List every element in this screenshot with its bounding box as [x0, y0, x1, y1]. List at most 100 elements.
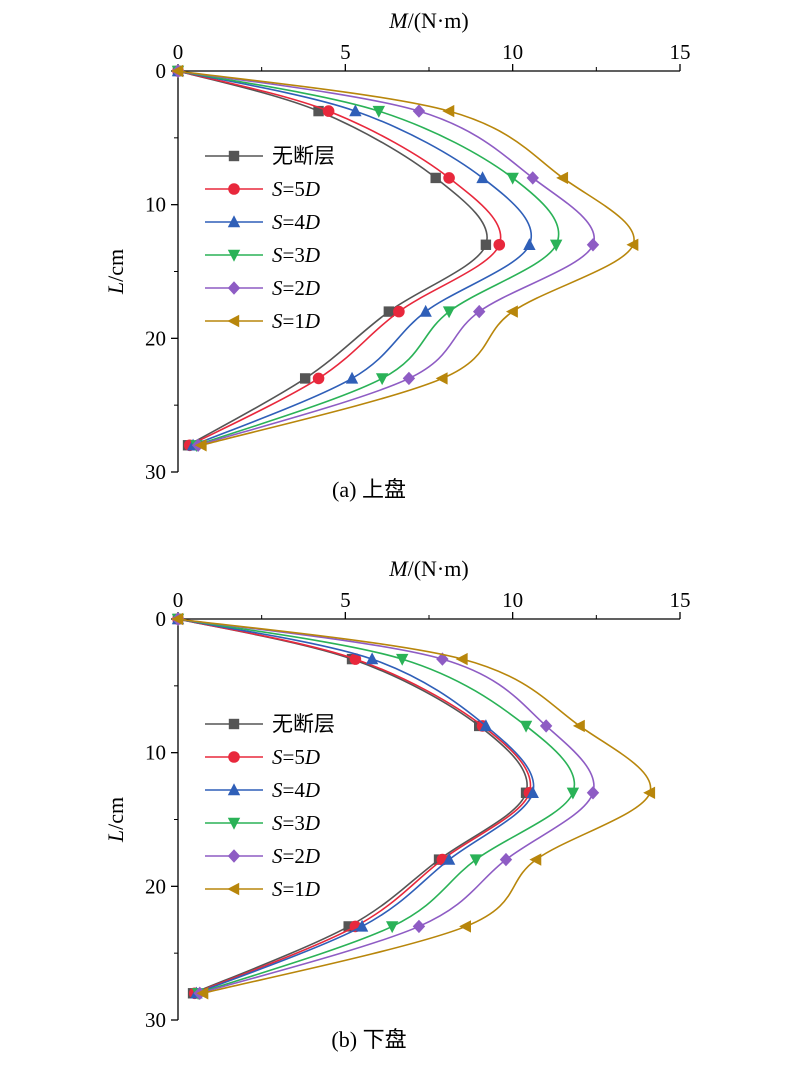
- legend-marker: [227, 215, 241, 228]
- data-point: [526, 786, 539, 798]
- legend-label: 无断层: [272, 144, 335, 168]
- x-tick-label: 0: [173, 588, 184, 612]
- legend: 无断层 S=5D S=4D S=3D S=2D S=1D: [205, 712, 335, 901]
- y-tick-label: 30: [145, 1008, 166, 1032]
- data-point: [419, 304, 432, 317]
- x-axis-title: M/(N·m): [388, 8, 468, 33]
- data-point: [643, 786, 656, 799]
- y-tick-label: 0: [156, 607, 167, 631]
- legend-entry: S=2D: [205, 844, 320, 868]
- data-point: [171, 64, 184, 78]
- legend-label: S=3D: [272, 243, 320, 267]
- data-point: [312, 372, 325, 385]
- y-axis-title-group: L/cm: [103, 797, 128, 843]
- y-tick-label: 10: [145, 741, 166, 765]
- legend-label: S=1D: [272, 309, 320, 333]
- legend-entry: S=5D: [205, 745, 320, 769]
- y-tick-label: 20: [145, 326, 166, 350]
- legend-entry: 无断层: [205, 144, 335, 168]
- series-line: [177, 618, 528, 995]
- y-axis-title: L/cm: [103, 797, 128, 843]
- y-tick-label: 20: [145, 874, 166, 898]
- x-tick-label: 0: [173, 40, 184, 64]
- x-tick-label: 5: [340, 40, 351, 64]
- legend-label: 无断层: [272, 712, 335, 736]
- legend-label: S=5D: [272, 745, 320, 769]
- data-point: [459, 920, 472, 933]
- legend-marker: [227, 817, 241, 830]
- series-line: [177, 618, 652, 995]
- legend-marker: [227, 783, 241, 796]
- data-point: [586, 786, 600, 800]
- data-point: [194, 439, 207, 452]
- series-5: [171, 64, 639, 452]
- data-point: [393, 305, 405, 318]
- legend-marker: [228, 718, 240, 730]
- series-line: [177, 618, 576, 995]
- data-point: [443, 172, 455, 184]
- legend-entry: S=3D: [205, 243, 320, 267]
- x-tick-label: 15: [670, 40, 691, 64]
- y-tick-label: 0: [156, 59, 167, 83]
- series-line: [177, 70, 635, 447]
- series-1: [172, 65, 506, 452]
- data-point: [572, 719, 585, 733]
- data-point: [372, 105, 385, 118]
- series-line: [177, 70, 596, 447]
- legend-entry: S=2D: [205, 276, 320, 300]
- series-0: [172, 65, 492, 451]
- data-point: [412, 919, 426, 934]
- legend-marker: [227, 314, 240, 328]
- data-point: [322, 105, 335, 117]
- data-point: [430, 172, 441, 184]
- y-axis-title: L/cm: [103, 249, 128, 295]
- data-point: [343, 921, 354, 932]
- x-tick-label: 10: [502, 40, 523, 64]
- legend-entry: S=3D: [205, 811, 320, 835]
- legend-entry: S=1D: [205, 877, 320, 901]
- data-point: [566, 787, 580, 800]
- legend-label: S=2D: [272, 276, 320, 300]
- panel-caption: (a) 上盘: [332, 477, 406, 502]
- data-point: [442, 306, 456, 319]
- series-5: [171, 612, 656, 1000]
- data-point: [402, 371, 416, 386]
- x-tick-label: 5: [340, 588, 351, 612]
- data-point: [473, 304, 486, 319]
- legend-marker: [227, 249, 241, 262]
- data-point: [375, 373, 389, 386]
- series-line: [177, 618, 532, 995]
- chart-panel-hanging-wall: 0 5 10 15 0 10 20 30 M/(N·m) L/cm 无断层 S=5D S=4D S=3D S…: [103, 8, 691, 502]
- y-tick-label: 10: [145, 193, 166, 217]
- legend-label: S=1D: [272, 877, 320, 901]
- data-point: [349, 653, 362, 665]
- data-point: [529, 853, 542, 866]
- data-point: [480, 239, 492, 250]
- data-point: [299, 373, 311, 384]
- data-point: [385, 921, 399, 934]
- y-tick-label: 30: [145, 460, 166, 484]
- data-point: [349, 104, 362, 117]
- x-tick-label: 10: [502, 588, 523, 612]
- y-axis-title-group: L/cm: [103, 249, 128, 295]
- data-point: [412, 104, 426, 118]
- series-line: [177, 618, 535, 995]
- legend-label: S=3D: [272, 811, 320, 835]
- legend-marker: [228, 751, 240, 763]
- data-point: [549, 239, 563, 252]
- data-point: [313, 105, 324, 117]
- legend-marker: [228, 150, 240, 162]
- legend-label: S=4D: [272, 210, 320, 234]
- data-point: [171, 612, 184, 626]
- panel-caption: (b) 下盘: [331, 1027, 406, 1052]
- data-point: [523, 238, 536, 250]
- data-point: [345, 371, 359, 384]
- data-point: [196, 987, 209, 1000]
- legend-marker: [227, 849, 241, 863]
- data-point: [435, 372, 448, 385]
- data-point: [526, 171, 539, 185]
- legend-marker: [228, 183, 240, 195]
- data-point: [396, 653, 409, 666]
- legend-entry: S=4D: [205, 778, 320, 802]
- data-point: [505, 305, 518, 318]
